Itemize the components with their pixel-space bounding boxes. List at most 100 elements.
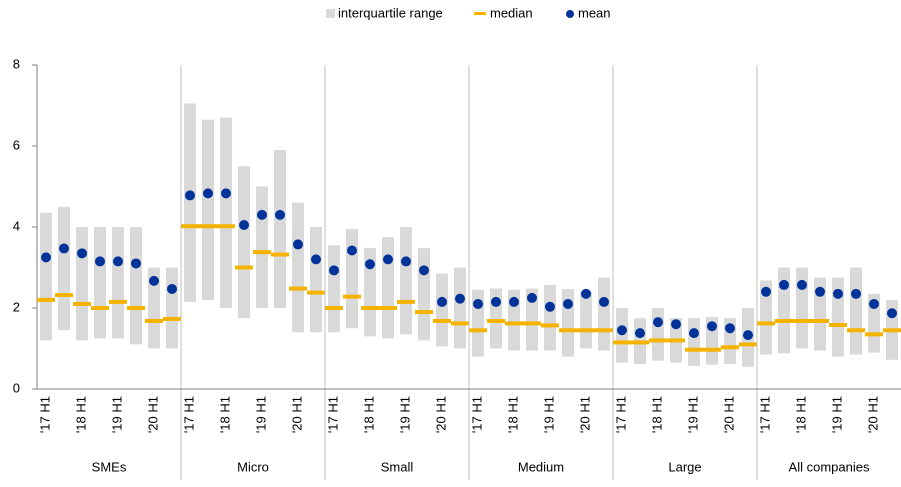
- median-mark: [307, 290, 325, 295]
- group-label: SMEs: [92, 459, 127, 474]
- x-tick-label: '18 H1: [73, 396, 88, 433]
- mean-dot: [599, 296, 609, 307]
- median-mark: [577, 328, 595, 333]
- iqr-bar: [850, 267, 862, 355]
- mean-dot: [419, 265, 429, 276]
- median-mark: [559, 328, 577, 333]
- y-tick-label: 8: [13, 56, 20, 71]
- mean-dot: [329, 265, 339, 276]
- median-mark: [811, 318, 829, 323]
- mean-dot: [725, 323, 735, 334]
- y-tick-label: 4: [13, 218, 20, 233]
- median-mark: [883, 328, 901, 333]
- mean-dot: [779, 279, 789, 290]
- iqr-bar: [868, 293, 880, 353]
- mean-dot: [491, 296, 501, 307]
- mean-dot: [509, 296, 519, 307]
- mean-dot: [635, 328, 645, 339]
- median-mark: [415, 310, 433, 315]
- median-mark: [361, 306, 379, 310]
- mean-dot: [59, 243, 69, 254]
- group-label: Small: [381, 459, 414, 474]
- iqr-bar: [112, 227, 124, 339]
- iqr-bar: [814, 277, 826, 351]
- x-tick-label: '17 H1: [37, 396, 52, 433]
- iqr-bar: [130, 227, 142, 345]
- mean-dot: [239, 219, 249, 230]
- x-tick-label: '18 H1: [217, 396, 232, 433]
- median-mark: [631, 340, 649, 345]
- mean-dot: [581, 288, 591, 299]
- x-tick-label: '17 H1: [613, 396, 628, 433]
- mean-dot: [311, 254, 321, 265]
- x-tick-label: '18 H1: [649, 396, 664, 433]
- median-mark: [37, 297, 55, 302]
- x-tick-label: '20 H1: [433, 396, 448, 433]
- mean-dot: [437, 296, 447, 307]
- x-tick-label: '19 H1: [685, 396, 700, 433]
- median-mark: [271, 252, 289, 257]
- mean-dot: [689, 328, 699, 339]
- median-mark: [721, 345, 739, 350]
- median-mark: [91, 306, 109, 310]
- median-mark: [469, 328, 487, 333]
- median-mark: [523, 321, 541, 326]
- x-tick-label: '17 H1: [325, 396, 340, 433]
- mean-dot: [869, 298, 879, 309]
- mean-dot: [41, 252, 51, 263]
- x-tick-label: '19 H1: [829, 396, 844, 433]
- x-tick-label: '18 H1: [793, 396, 808, 433]
- iqr-bar: [94, 227, 106, 339]
- mean-dot: [851, 288, 861, 299]
- mean-dot: [671, 319, 681, 330]
- iqr-bar: [382, 237, 394, 339]
- median-mark: [379, 306, 397, 310]
- median-mark: [109, 299, 127, 304]
- iqr-bar: [292, 202, 304, 333]
- median-mark: [343, 294, 361, 299]
- median-mark: [433, 318, 451, 323]
- iqr-bar: [346, 229, 358, 329]
- mean-dot: [563, 298, 573, 309]
- iqr-bar: [76, 227, 88, 341]
- iqr-bar: [652, 308, 664, 361]
- median-mark: [685, 347, 703, 352]
- median-mark: [127, 306, 145, 310]
- iqr-bar: [796, 267, 808, 349]
- legend-label: median: [490, 5, 533, 20]
- legend-swatch: [566, 10, 574, 18]
- iqr-bar: [184, 103, 196, 302]
- median-mark: [181, 224, 199, 229]
- median-mark: [847, 328, 865, 333]
- median-mark: [829, 323, 847, 328]
- x-tick-label: '20 H1: [721, 396, 736, 433]
- mean-dot: [77, 248, 87, 259]
- group-label: All companies: [789, 459, 870, 474]
- median-mark: [325, 306, 343, 310]
- median-mark: [73, 301, 91, 306]
- x-tick-label: '19 H1: [541, 396, 556, 433]
- mean-dot: [149, 275, 159, 286]
- mean-dot: [203, 188, 213, 199]
- iqr-bar: [238, 166, 250, 319]
- median-mark: [649, 338, 667, 343]
- iqr-bar: [364, 248, 376, 337]
- iqr-bar: [256, 186, 268, 308]
- median-mark: [595, 328, 613, 333]
- x-tick-label: '19 H1: [397, 396, 412, 433]
- median-mark: [793, 318, 811, 323]
- mean-dot: [473, 298, 483, 309]
- iqr-bar: [328, 245, 340, 333]
- mean-dot: [113, 256, 123, 267]
- mean-dot: [653, 317, 663, 328]
- median-mark: [289, 286, 307, 291]
- iqr-bar: [274, 150, 286, 308]
- mean-dot: [401, 256, 411, 267]
- iqr-bar: [436, 273, 448, 347]
- mean-dot: [365, 259, 375, 270]
- mean-dot: [347, 245, 357, 256]
- mean-dot: [383, 254, 393, 265]
- iqr-bar: [616, 308, 628, 363]
- iqr-bar: [418, 248, 430, 341]
- mean-dot: [887, 308, 897, 319]
